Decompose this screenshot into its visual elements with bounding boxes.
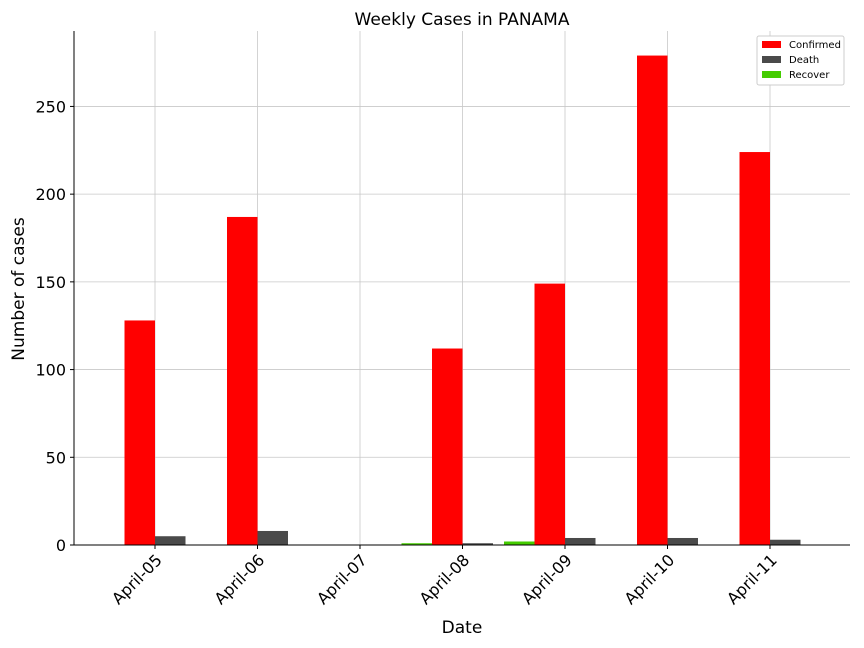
- bar-recover-april-08: [401, 543, 432, 545]
- bar-confirmed-april-05: [124, 320, 155, 545]
- bar-death-april-05: [155, 536, 186, 545]
- legend-label-confirmed: Confirmed: [789, 40, 841, 51]
- bar-death-april-08: [462, 543, 493, 545]
- legend: Confirmed Death Recover: [756, 35, 845, 86]
- y-tick-label: 0: [56, 536, 66, 555]
- x-tick-label: April-07: [313, 550, 371, 608]
- legend-label-recover: Recover: [789, 70, 830, 81]
- bars: [124, 55, 801, 546]
- y-axis-label: Number of cases: [9, 217, 29, 361]
- legend-label-death: Death: [789, 55, 819, 66]
- bar-death-april-06: [257, 530, 288, 545]
- bar-confirmed-april-09: [534, 283, 565, 545]
- legend-swatch-recover: [762, 71, 781, 78]
- x-tick-label: April-11: [723, 550, 781, 608]
- bar-confirmed-april-06: [227, 216, 258, 546]
- x-tick-label: April-09: [518, 550, 576, 608]
- x-tick-label: April-10: [621, 550, 679, 608]
- bar-confirmed-april-10: [637, 55, 668, 546]
- y-tick-label: 100: [35, 361, 66, 380]
- x-axis-label: Date: [442, 618, 483, 638]
- bar-death-april-09: [565, 537, 596, 545]
- x-tick-label: April-05: [108, 550, 166, 608]
- axes: [70, 31, 850, 549]
- y-tick-label: 200: [35, 185, 66, 204]
- bar-death-april-10: [667, 537, 698, 545]
- x-tick-label: April-06: [211, 550, 269, 608]
- bar-confirmed-april-08: [432, 348, 463, 545]
- y-tick-label: 150: [35, 273, 66, 292]
- chart-title: Weekly Cases in PANAMA: [355, 10, 570, 30]
- legend-swatch-confirmed: [762, 41, 781, 48]
- bar-death-april-11: [770, 539, 801, 545]
- bar-confirmed-april-11: [739, 152, 770, 545]
- y-tick-label: 250: [35, 97, 66, 116]
- bar-recover-april-09: [504, 541, 535, 545]
- x-tick-label: April-08: [416, 550, 474, 608]
- y-tick-label: 50: [46, 448, 66, 467]
- legend-swatch-death: [762, 56, 781, 63]
